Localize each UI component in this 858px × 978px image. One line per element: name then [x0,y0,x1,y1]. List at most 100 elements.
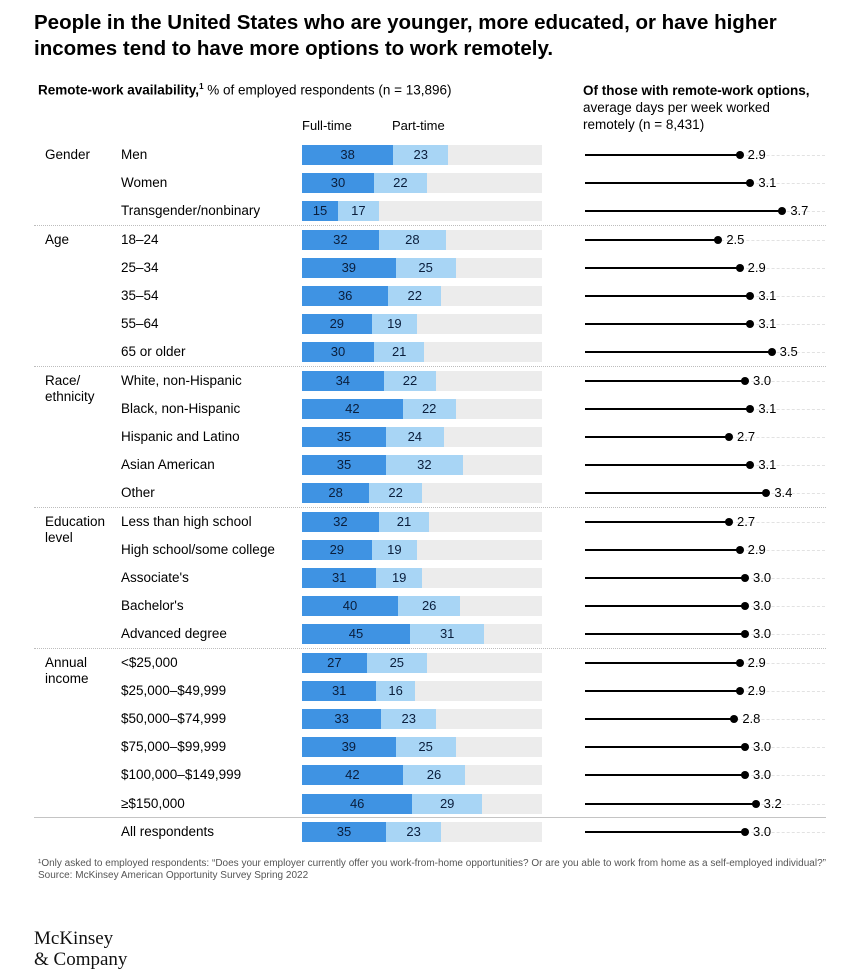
bar-track: 45 31 [302,624,542,645]
parttime-bar: 25 [366,652,427,673]
days-value-label: 3.5 [779,344,798,360]
bar-track: 40 26 [302,596,542,617]
bar-track: 39 25 [302,257,542,278]
fulltime-bar: 39 [302,737,396,758]
days-line [585,718,735,720]
fulltime-bar: 39 [302,257,396,278]
fulltime-bar: 35 [302,455,386,476]
right-header: Of those with remote-work options, avera… [583,82,823,133]
chart-row: Bachelor's 40 26 3.0 [0,592,858,620]
chart-title: People in the United States who are youn… [34,11,777,60]
fulltime-bar: 32 [302,229,379,250]
days-line [585,323,751,326]
parttime-bar: 32 [386,455,463,476]
legend-parttime: Part-time [392,118,445,133]
parttime-bar: 21 [378,511,430,532]
days-value-label: 2.9 [747,259,766,275]
legend-fulltime: Full-time [302,118,352,133]
parttime-bar: 22 [369,483,422,504]
days-value-label: 3.2 [763,795,782,811]
group-label: Age [45,231,70,247]
days-dot [741,376,749,385]
chart-row: $50,000–$74,999 33 23 2.8 [0,705,858,733]
fulltime-bar: 34 [302,370,384,391]
chart-row: 25–34 39 25 2.9 [0,254,858,282]
category-label: Black, non-Hispanic [121,400,241,416]
parttime-bar: 19 [371,539,418,560]
fulltime-bar: 35 [302,427,386,447]
fulltime-bar: 32 [302,511,379,532]
left-header-text: % of employed respondents (n = 13,896) [203,82,452,98]
days-dot [741,602,749,611]
chart-row: Black, non-Hispanic 42 22 3.1 [0,395,858,423]
days-value-label: 2.9 [747,654,766,670]
logo-line-1: McKinsey [34,928,114,949]
fulltime-bar: 38 [302,145,394,165]
days-value-label: 3.0 [753,626,772,642]
parttime-bar: 26 [398,596,461,617]
days-line [585,182,751,185]
bar-track: 28 22 [302,483,542,504]
days-line [585,266,740,269]
category-label: ≥$150,000 [121,795,185,811]
bar-track: 39 25 [302,737,542,758]
days-line [585,154,740,156]
days-value-label: 3.0 [753,570,772,585]
days-dot [714,235,723,244]
fulltime-bar: 29 [302,314,372,335]
fulltime-bar: 28 [302,483,370,504]
days-value-label: 3.0 [753,598,772,614]
category-label: Bachelor's [121,598,184,614]
days-line [585,746,745,749]
bar-track: 35 32 [302,455,542,476]
days-dot [778,207,787,216]
category-label: 18–24 [121,231,159,247]
days-dot [741,771,749,780]
category-label: High school/some college [121,541,275,557]
category-label: White, non-Hispanic [121,372,242,388]
category-label: $100,000–$149,999 [121,767,242,783]
days-dot [746,179,755,188]
days-value-label: 3.1 [758,316,777,332]
days-value-label: 2.8 [742,711,761,726]
parttime-bar: 25 [395,737,456,758]
days-line [585,464,751,467]
fulltime-bar: 33 [302,709,382,729]
days-line [585,238,719,241]
fulltime-bar: 27 [302,652,367,673]
days-dot [735,263,744,272]
days-line [585,407,751,410]
days-line [585,379,745,382]
parttime-bar: 22 [383,370,437,391]
fulltime-bar: 35 [302,821,386,842]
days-value-label: 3.0 [753,767,772,783]
group-label: Education level [45,513,106,545]
category-label: Asian American [121,457,215,473]
days-dot [735,545,744,554]
parttime-bar: 22 [374,173,427,194]
fulltime-bar: 31 [302,568,377,588]
days-line [585,492,767,495]
bar-track: 34 22 [302,370,542,391]
days-line [585,520,729,523]
parttime-bar: 16 [376,680,415,701]
days-dot [730,715,739,723]
right-header-text: average days per week worked remotely (n… [583,100,770,132]
days-line [585,830,745,833]
parttime-bar: 24 [386,427,444,447]
parttime-bar: 19 [371,314,418,335]
bar-track: 46 29 [302,793,542,814]
bar-track: 35 24 [302,427,542,447]
days-line [585,436,729,438]
days-dot [767,348,776,357]
group-separator [34,647,826,649]
bar-track: 15 17 [302,201,542,222]
days-dot [735,151,744,159]
days-value-label: 3.0 [753,739,772,755]
days-value-label: 3.0 [753,823,772,839]
chart-row: Women 30 22 3.1 [0,169,858,197]
chart-row: Other 28 22 3.4 [0,479,858,507]
days-line [585,577,745,579]
days-value-label: 2.7 [737,429,756,444]
chart-row: 35–54 36 22 3.1 [0,282,858,310]
